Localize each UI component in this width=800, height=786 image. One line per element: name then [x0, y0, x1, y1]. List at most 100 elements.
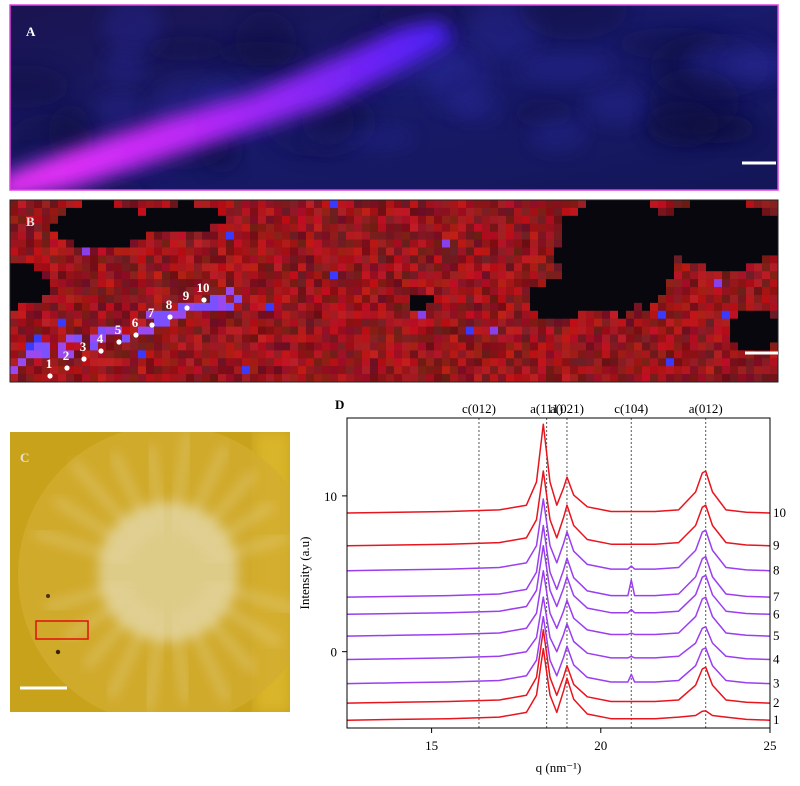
- map-pixel: [242, 279, 251, 288]
- map-pixel: [666, 294, 675, 304]
- map-pixel: [474, 350, 483, 359]
- map-pixel: [402, 294, 411, 304]
- map-pixel: [418, 255, 427, 264]
- map-pixel: [146, 342, 155, 351]
- map-pixel: [562, 223, 571, 232]
- map-pixel: [458, 207, 467, 217]
- map-pixel: [706, 342, 715, 351]
- map-pixel: [586, 350, 595, 359]
- map-pixel: [258, 318, 267, 327]
- map-pixel: [458, 366, 467, 375]
- map-pixel: [362, 310, 371, 319]
- map-pixel: [186, 247, 195, 256]
- map-pixel: [442, 350, 451, 359]
- map-pixel: [290, 239, 299, 248]
- map-pixel: [298, 358, 307, 367]
- map-pixel: [450, 200, 459, 209]
- map-pixel: [266, 302, 275, 312]
- map-pixel: [322, 255, 331, 264]
- map-pixel: [314, 366, 323, 375]
- x-tick-label: 25: [764, 738, 777, 753]
- map-pixel: [610, 366, 619, 375]
- map-pixel: [610, 334, 619, 343]
- map-pixel: [378, 310, 387, 319]
- map-pixel: [298, 294, 307, 304]
- map-pixel: [690, 215, 699, 225]
- map-pixel: [290, 271, 299, 280]
- map-pixel: [474, 310, 483, 319]
- map-pixel: [402, 215, 411, 225]
- map-pixel: [106, 326, 115, 335]
- map-pixel: [362, 231, 371, 240]
- map-pixel: [498, 318, 507, 327]
- map-pixel: [666, 200, 675, 209]
- map-pixel: [626, 279, 635, 288]
- map-pixel: [562, 334, 571, 343]
- map-pixel: [762, 215, 771, 225]
- map-pixel: [202, 255, 211, 264]
- map-pixel: [298, 287, 307, 296]
- map-pixel: [522, 247, 531, 256]
- map-pixel: [98, 334, 107, 343]
- map-pixel: [282, 239, 291, 248]
- map-pixel: [26, 239, 35, 248]
- map-pixel: [274, 358, 283, 367]
- map-pixel: [442, 223, 451, 232]
- map-pixel: [650, 366, 659, 375]
- map-pixel: [642, 247, 651, 256]
- map-pixel: [338, 302, 347, 312]
- haze: [142, 36, 229, 61]
- map-pixel: [546, 255, 555, 264]
- map-pixel: [714, 223, 723, 232]
- map-pixel: [42, 247, 51, 256]
- map-pixel: [34, 200, 43, 209]
- map-pixel: [610, 279, 619, 288]
- map-pixel: [306, 318, 315, 327]
- map-pixel: [650, 207, 659, 217]
- spectrum: [346, 569, 771, 637]
- map-pixel: [530, 318, 539, 327]
- map-pixel: [514, 302, 523, 312]
- map-pixel: [770, 358, 779, 367]
- map-pixel: [378, 223, 387, 232]
- map-pixel: [738, 358, 747, 367]
- map-pixel: [34, 350, 43, 359]
- map-pixel: [762, 239, 771, 248]
- map-pixel: [706, 215, 715, 225]
- map-pixel: [410, 318, 419, 327]
- map-pixel: [570, 279, 579, 288]
- map-pixel: [714, 334, 723, 343]
- map-pixel: [186, 223, 195, 232]
- map-pixel: [586, 263, 595, 272]
- map-pixel: [450, 318, 459, 327]
- map-pixel: [354, 215, 363, 225]
- map-pixel: [578, 350, 587, 359]
- speck: [55, 649, 61, 655]
- map-pixel: [386, 215, 395, 225]
- map-pixel: [410, 334, 419, 343]
- map-pixel: [386, 294, 395, 304]
- map-pixel: [594, 374, 603, 383]
- map-pixel: [730, 366, 739, 375]
- point-label: 2: [63, 348, 70, 363]
- map-pixel: [682, 215, 691, 225]
- map-pixel: [106, 231, 115, 240]
- map-pixel: [18, 279, 27, 288]
- map-pixel: [378, 271, 387, 280]
- map-pixel: [98, 263, 107, 272]
- map-pixel: [122, 374, 131, 383]
- haze: [10, 65, 69, 108]
- map-pixel: [378, 302, 387, 312]
- map-pixel: [58, 310, 67, 319]
- map-pixel: [754, 342, 763, 351]
- map-pixel: [162, 247, 171, 256]
- map-pixel: [434, 366, 443, 375]
- map-pixel: [554, 200, 563, 209]
- map-pixel: [138, 255, 147, 264]
- map-pixel: [450, 350, 459, 359]
- map-pixel: [346, 207, 355, 217]
- map-pixel: [562, 247, 571, 256]
- map-pixel: [18, 231, 27, 240]
- map-pixel: [82, 366, 91, 375]
- map-pixel: [170, 318, 179, 327]
